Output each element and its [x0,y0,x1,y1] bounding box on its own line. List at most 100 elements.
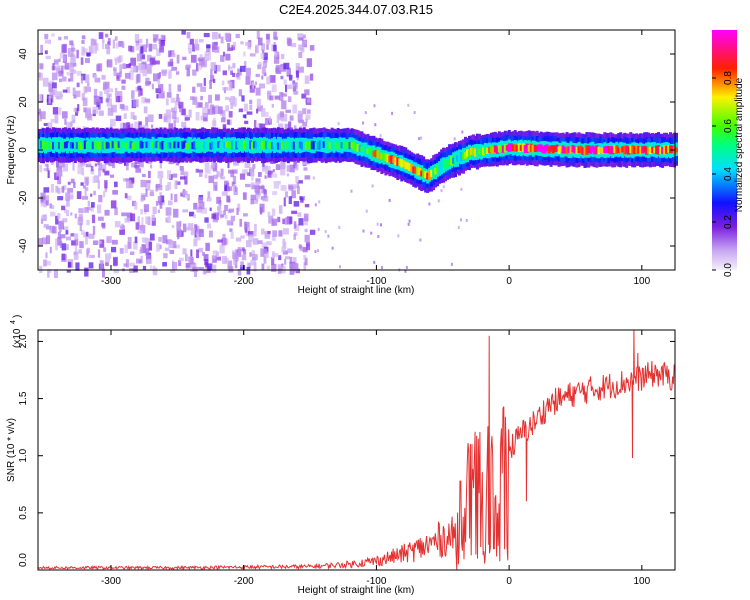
noise-cell [407,222,410,226]
noise-cell [218,203,222,210]
noise-cell [96,204,102,214]
noise-cell [102,168,105,173]
ridge-cell [475,148,479,156]
noise-cell [126,162,129,171]
noise-cell [380,266,383,270]
ridge-cell [47,141,51,150]
noise-cell [428,202,431,206]
noise-cell [173,244,180,249]
ridge-cell [553,145,557,152]
noise-cell [244,159,251,169]
noise-cell [260,248,265,257]
noise-cell [258,185,265,190]
snr-line-layer [37,329,675,571]
noise-cell [211,161,216,169]
noise-cell [92,106,98,114]
noise-cell [242,192,247,200]
noise-cell [137,230,143,234]
noise-cell [53,60,59,65]
noise-cell [74,90,81,98]
noise-cell [81,229,85,235]
ridge-cell [65,141,69,149]
ridge-cell [460,152,464,161]
noise-cell [198,267,204,271]
noise-cell [297,212,302,217]
noise-cell [249,252,252,257]
noise-cell [291,190,296,199]
noise-cell [170,193,173,200]
ridge-cell [203,141,207,150]
noise-cell [107,41,111,46]
noise-cell [127,241,132,249]
noise-cell [70,43,75,52]
noise-cell [300,197,304,203]
noise-cell [280,53,285,60]
noise-cell [162,262,167,267]
ridge-cell [97,141,101,150]
noise-cell [267,211,271,217]
noise-cell [274,51,279,58]
noise-cell [226,119,230,125]
noise-cell [287,248,293,254]
snr-x-label: Height of straight line (km) [298,585,415,596]
ridge-cell [575,146,579,154]
noise-cell [243,51,246,57]
noise-cell [41,237,47,245]
ridge-cell [448,159,452,165]
noise-cell [257,171,262,177]
colorbar: 0.0 0.2 0.4 0.6 0.8 Normalized spectral ampl… [712,30,745,277]
noise-cell [149,57,155,65]
noise-cell [317,227,320,231]
noise-cell [119,71,122,78]
noise-cell [307,109,311,114]
noise-cell [61,243,67,251]
noise-cell [160,40,166,46]
ridge-cell [268,140,272,150]
noise-cell [278,123,284,130]
noise-cell [145,116,149,126]
noise-cell [78,213,83,222]
noise-cell [87,82,90,87]
noise-cell [175,181,181,185]
noise-cell [362,121,365,125]
ridge-cell [396,157,400,167]
noise-cell [43,224,49,228]
noise-cell [183,171,189,177]
noise-cell [211,255,217,263]
noise-cell [85,86,91,92]
noise-cell [228,111,233,118]
ridge-cell [611,146,615,155]
ridge-cell [121,141,125,148]
ridge-cell [583,147,587,155]
ridge-cell [57,142,61,150]
ridge-cell [117,141,121,148]
ridge-cell [404,161,408,170]
ridge-cell [41,140,45,150]
noise-cell [59,93,64,98]
noise-cell [255,192,262,196]
noise-cell [168,123,174,130]
noise-cell [190,264,195,273]
noise-cell [76,191,82,200]
noise-cell [407,103,410,107]
ridge-cell [569,146,573,154]
ridge-cell [290,142,294,148]
noise-cell [209,107,213,115]
noise-cell [262,61,268,68]
noise-cell [373,260,376,264]
ridge-cell [573,146,577,154]
ridge-cell [254,141,258,150]
noise-cell [465,219,468,223]
noise-cell [97,180,100,190]
ridge-cell [416,166,420,176]
ridge-cell [169,142,173,149]
noise-cell [205,170,211,174]
noise-cell [80,75,84,84]
noise-cell [235,254,238,262]
ridge-cell [481,147,485,156]
noise-cell [40,215,44,220]
noise-cell [268,116,272,124]
noise-cell [78,249,83,254]
noise-cell [245,67,251,76]
noise-cell [279,115,283,121]
